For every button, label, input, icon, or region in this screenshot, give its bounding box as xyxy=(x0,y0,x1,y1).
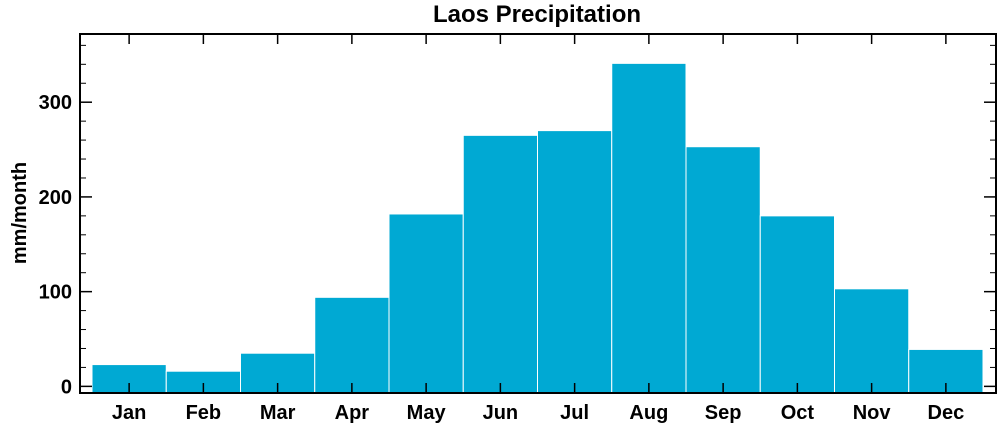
x-tick-labels: Jan Feb Mar Apr May Jun Jul Aug Sep Oct Nov Dec xyxy=(112,402,964,424)
bar-jun xyxy=(462,134,538,394)
y-axis-label: mm/month xyxy=(9,162,31,264)
bar-jul xyxy=(537,130,613,394)
x-tick-label: Jan xyxy=(112,402,146,424)
x-tick-label: Feb xyxy=(186,402,222,424)
chart-title: Laos Precipitation xyxy=(433,1,641,28)
x-tick-label: May xyxy=(407,402,447,424)
x-tick-label: Apr xyxy=(335,402,370,424)
x-tick-label: Jun xyxy=(483,402,519,424)
bar-oct xyxy=(759,215,835,394)
plot-frame xyxy=(79,33,997,394)
x-tick-label: Nov xyxy=(853,402,892,424)
y-tick-label: 300 xyxy=(39,92,72,114)
x-tick-label: Jul xyxy=(560,402,589,424)
bar-nov xyxy=(834,288,910,394)
bar-apr xyxy=(314,296,390,394)
bar-may xyxy=(388,213,464,394)
y-tick-label: 100 xyxy=(39,282,72,304)
y-tick-label: 200 xyxy=(39,187,72,209)
x-tick-label: Oct xyxy=(781,402,815,424)
bars-group xyxy=(91,62,984,394)
bar-sep xyxy=(685,146,761,394)
x-tick-label: Mar xyxy=(260,402,296,424)
y-tick-labels: 0 100 200 300 xyxy=(39,92,72,398)
x-tick-label: Aug xyxy=(629,402,668,424)
x-tick-label: Dec xyxy=(928,402,965,424)
y-tick-label: 0 xyxy=(61,376,72,398)
x-tick-label: Sep xyxy=(705,402,742,424)
bar-aug xyxy=(611,62,687,394)
